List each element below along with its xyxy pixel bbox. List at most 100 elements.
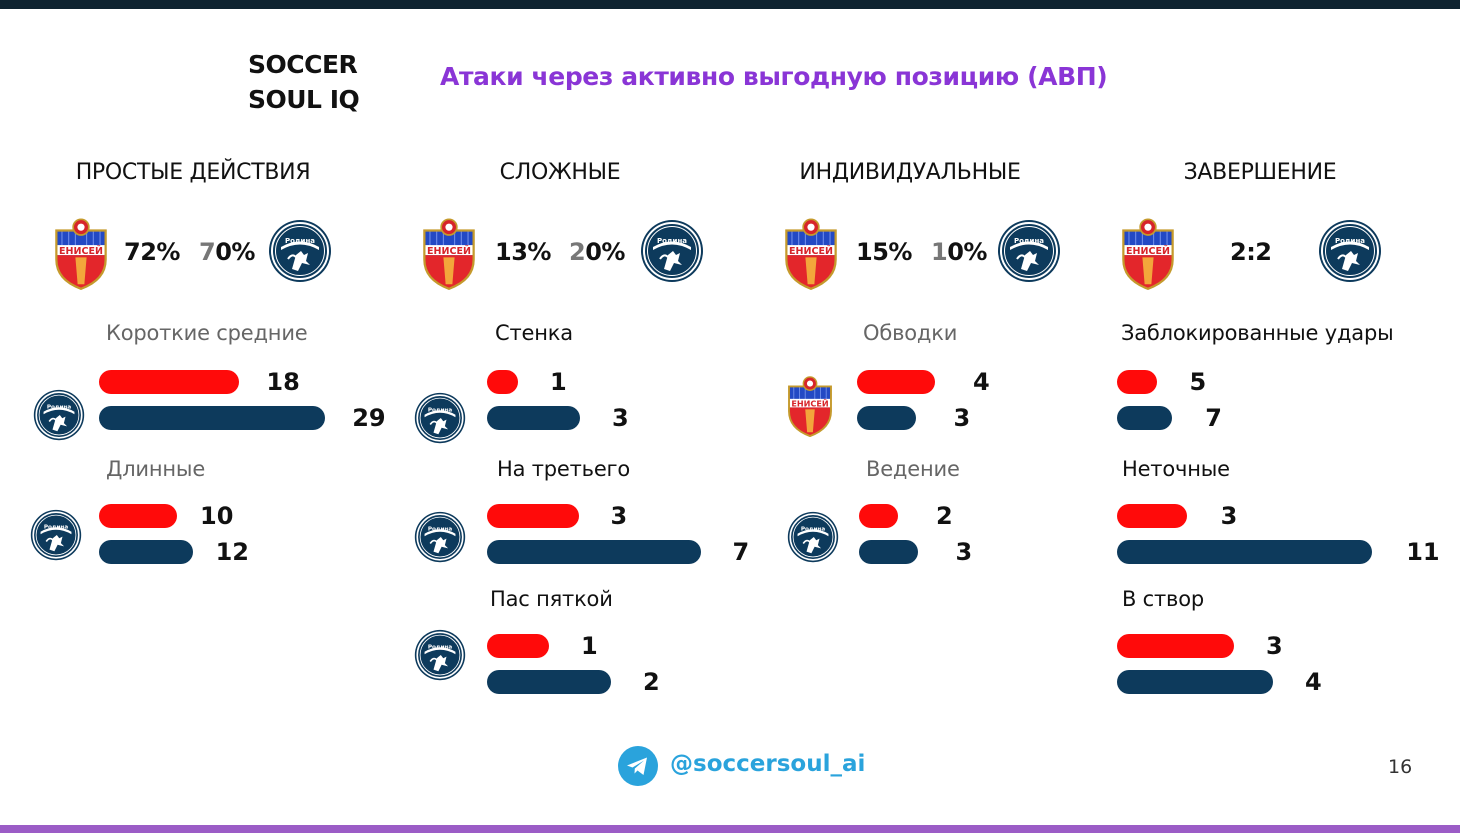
bar-yenisey — [99, 504, 177, 528]
group-label: Стенка — [495, 321, 573, 345]
bar-value-label: 3 — [610, 502, 628, 530]
home-pct-individual: 15% — [856, 238, 912, 266]
svg-text:Родина: Родина — [44, 525, 69, 531]
bar-value-label: 10 — [200, 502, 234, 530]
bar-value-label: 3 — [612, 404, 629, 432]
bar-value-label: 3 — [955, 538, 973, 566]
section-title-individual: ИНДИВИДУАЛЬНЫЕ — [799, 160, 1021, 185]
bar-yenisey — [1117, 370, 1157, 394]
group-label: Пас пяткой — [490, 587, 613, 611]
svg-text:Родина: Родина — [428, 645, 453, 651]
rodina-logo: Родина — [997, 219, 1061, 287]
finishing-score: 2:2 — [1230, 238, 1272, 266]
bar-value-label: 3 — [1266, 632, 1283, 660]
svg-text:Родина: Родина — [657, 237, 687, 245]
rodina-logo: Родина — [414, 392, 466, 448]
top-bar — [0, 0, 1460, 9]
bar-yenisey — [859, 504, 898, 528]
group-label: На третьего — [497, 457, 631, 481]
bar-value-label: 3 — [953, 404, 971, 432]
telegram-handle-link[interactable]: @soccersoul_ai — [670, 751, 866, 777]
telegram-icon — [618, 746, 658, 786]
group-label: Заблокированные удары — [1121, 321, 1394, 345]
yenisey-logo: ЕНИСЕЙ — [53, 217, 109, 294]
page-number: 16 — [1388, 756, 1413, 778]
bar-value-label: 7 — [1205, 404, 1222, 432]
group-label: В створ — [1122, 587, 1205, 611]
away-pct-simple: 70% — [199, 238, 255, 266]
yenisey-logo: ЕНИСЕЙ — [1120, 217, 1176, 294]
rodina-logo: Родина — [414, 511, 466, 567]
yenisey-logo: ЕНИСЕЙ — [783, 217, 839, 294]
bar-yenisey — [487, 370, 518, 394]
bar-rodina — [487, 670, 611, 694]
brand-line-2: SOUL IQ — [248, 85, 360, 114]
bar-value-label: 18 — [266, 368, 300, 396]
bottom-bar — [0, 825, 1460, 833]
yenisey-logo: ЕНИСЕЙ — [786, 375, 834, 441]
section-title-finishing: ЗАВЕРШЕНИЕ — [1183, 160, 1337, 185]
svg-text:Родина: Родина — [285, 237, 315, 245]
home-pct-complex: 13% — [495, 238, 551, 266]
svg-text:ЕНИСЕЙ: ЕНИСЕЙ — [791, 397, 829, 408]
bar-rodina — [1117, 670, 1273, 694]
away-pct-individual: 10% — [931, 238, 987, 266]
svg-text:Родина: Родина — [1014, 237, 1044, 245]
bar-rodina — [857, 406, 916, 430]
bar-yenisey — [487, 634, 549, 658]
bar-rodina — [487, 540, 701, 564]
brand-logo-text: SOCCER SOUL IQ — [248, 47, 360, 117]
section-title-complex: СЛОЖНЫЕ — [499, 160, 621, 185]
yenisey-logo: ЕНИСЕЙ — [421, 217, 477, 294]
svg-text:Родина: Родина — [428, 527, 453, 533]
brand-line-1: SOCCER — [248, 50, 358, 79]
home-pct-simple: 72% — [124, 238, 180, 266]
away-pct-complex: 20% — [569, 238, 625, 266]
svg-text:Родина: Родина — [1335, 237, 1365, 245]
group-label: Короткие средние — [106, 321, 308, 345]
bar-value-label: 3 — [1220, 502, 1238, 530]
group-label: Длинные — [106, 457, 206, 481]
bar-rodina — [1117, 406, 1173, 430]
bar-value-label: 1 — [550, 368, 567, 396]
bar-value-label: 11 — [1406, 538, 1440, 566]
bar-rodina — [487, 406, 580, 430]
group-label: Ведение — [866, 457, 960, 481]
bar-yenisey — [99, 370, 240, 394]
bar-yenisey — [1117, 504, 1187, 528]
section-title-simple: ПРОСТЫЕ ДЕЙСТВИЯ — [75, 160, 311, 185]
bar-value-label: 7 — [732, 538, 750, 566]
bar-value-label: 12 — [215, 538, 249, 566]
svg-text:ЕНИСЕЙ: ЕНИСЕЙ — [427, 245, 471, 257]
bar-yenisey — [1117, 634, 1234, 658]
svg-text:Родина: Родина — [428, 408, 453, 414]
bar-value-label: 1 — [581, 632, 598, 660]
bar-value-label: 2 — [936, 502, 953, 530]
rodina-logo: Родина — [787, 511, 839, 567]
rodina-logo: Родина — [30, 509, 82, 565]
rodina-logo: Родина — [640, 219, 704, 287]
bar-value-label: 4 — [973, 368, 990, 396]
svg-text:ЕНИСЕЙ: ЕНИСЕЙ — [1126, 245, 1170, 257]
rodina-logo: Родина — [414, 629, 466, 685]
rodina-logo: Родина — [268, 219, 332, 287]
rodina-logo: Родина — [1318, 219, 1382, 287]
bar-rodina — [99, 406, 326, 430]
svg-text:Родина: Родина — [801, 527, 826, 533]
svg-text:ЕНИСЕЙ: ЕНИСЕЙ — [789, 245, 833, 257]
bar-rodina — [99, 540, 193, 564]
page-title: Атаки через активно выгодную позицию (АВ… — [440, 62, 1108, 91]
group-label: Обводки — [863, 321, 958, 345]
bar-value-label: 5 — [1189, 368, 1207, 396]
group-label: Неточные — [1122, 457, 1230, 481]
bar-value-label: 29 — [352, 404, 386, 432]
svg-text:ЕНИСЕЙ: ЕНИСЕЙ — [59, 245, 103, 257]
bar-value-label: 4 — [1305, 668, 1322, 696]
bar-rodina — [859, 540, 918, 564]
bar-value-label: 2 — [643, 668, 660, 696]
bar-yenisey — [857, 370, 935, 394]
bar-yenisey — [487, 504, 579, 528]
svg-text:Родина: Родина — [47, 405, 72, 411]
rodina-logo: Родина — [33, 389, 85, 445]
bar-rodina — [1117, 540, 1373, 564]
